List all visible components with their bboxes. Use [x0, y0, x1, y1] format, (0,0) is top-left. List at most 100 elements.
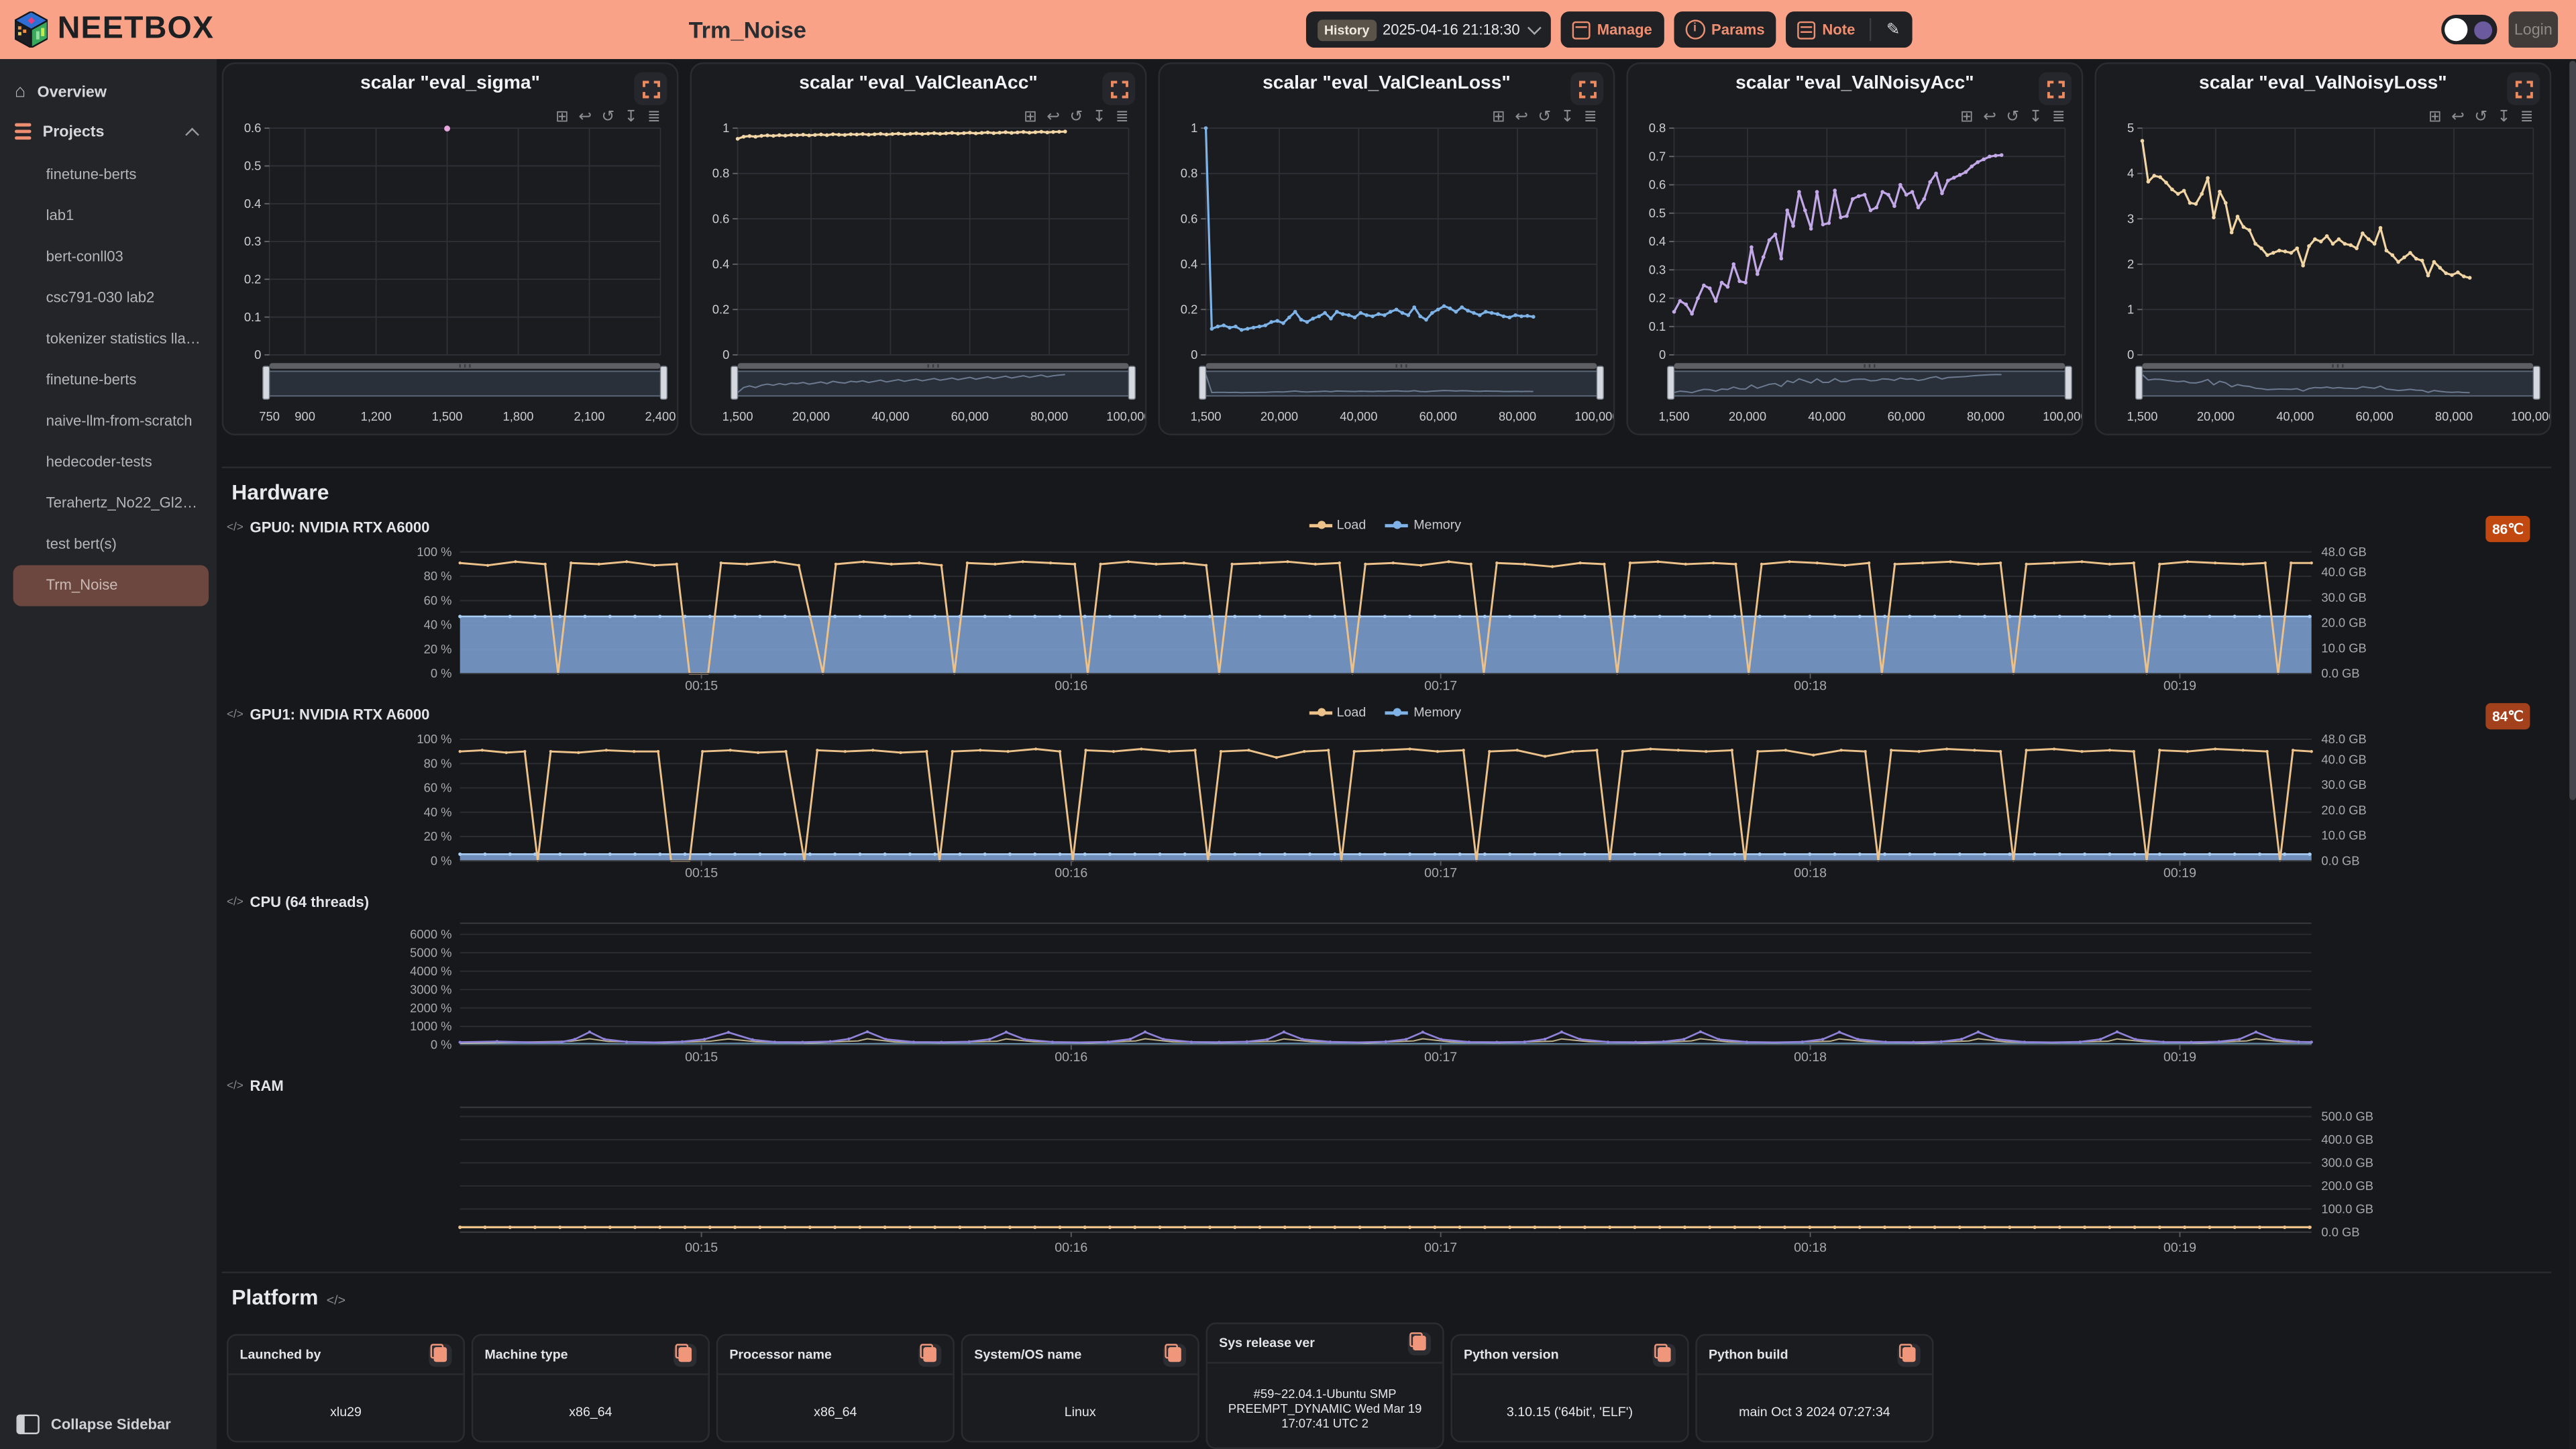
- sidebar-project-item[interactable]: finetune-berts: [46, 166, 137, 182]
- sidebar-project-item[interactable]: tokenizer statistics llama...: [46, 330, 204, 347]
- data-view-icon[interactable]: ≣: [2520, 108, 2534, 127]
- data-view-icon[interactable]: ≣: [647, 108, 661, 127]
- zoom-undo-icon[interactable]: ↩: [1983, 108, 1996, 127]
- zoom-undo-icon[interactable]: ↩: [578, 108, 592, 127]
- chart-toolbox: ⊞ ↩ ↺ ↧ ≣: [2428, 108, 2534, 127]
- restore-icon[interactable]: ↺: [2474, 108, 2487, 127]
- main-content: scalar "eval_sigma" ⊞ ↩ ↺ ↧ ≣ 0 0.1 0.2 0.3 0.4 0.5…: [217, 59, 2576, 1449]
- platform-card-label: Machine type: [484, 1347, 568, 1362]
- brand-logo[interactable]: NEETBOX: [15, 11, 214, 48]
- platform-card-header: System/OS name: [963, 1336, 1198, 1375]
- zoom-box-icon[interactable]: ⊞: [1960, 108, 1974, 127]
- svg-text:1: 1: [1191, 121, 1197, 135]
- note-label: Note: [1822, 21, 1856, 38]
- zoom-undo-icon[interactable]: ↩: [1046, 108, 1060, 127]
- save-image-icon[interactable]: ↧: [624, 108, 638, 127]
- svg-text:0.4: 0.4: [1649, 234, 1666, 248]
- sidebar-project-item[interactable]: naive-llm-from-scratch: [46, 412, 193, 429]
- restore-icon[interactable]: ↺: [1069, 108, 1083, 127]
- copy-button[interactable]: [674, 1343, 697, 1366]
- sidebar-project-item[interactable]: test bert(s): [46, 535, 117, 552]
- hw-label-text: GPU1: NVIDIA RTX A6000: [250, 706, 430, 723]
- hw-chart-cpu[interactable]: 6000 % 5000 % 4000 % 3000 % 2000 % 1000 % 0 % 0…: [217, 920, 2546, 1077]
- fullscreen-button[interactable]: [634, 72, 667, 105]
- svg-text:0.5: 0.5: [244, 158, 262, 172]
- data-view-icon[interactable]: ≣: [1583, 108, 1597, 127]
- history-select[interactable]: History 2025-04-16 21:18:30: [1305, 11, 1552, 48]
- fullscreen-button[interactable]: [2507, 72, 2540, 105]
- zoom-undo-icon[interactable]: ↩: [2451, 108, 2465, 127]
- svg-text:60,000: 60,000: [951, 409, 989, 423]
- copy-button[interactable]: [429, 1343, 452, 1366]
- load-legend-item[interactable]: Load: [1308, 705, 1366, 720]
- sidebar-project-item[interactable]: Trm_Noise: [13, 565, 209, 606]
- fullscreen-button[interactable]: [2039, 72, 2072, 105]
- platform-card-label: Processor name: [729, 1347, 832, 1362]
- chart-canvas-eval_ValCleanAcc[interactable]: 0 0.2 0.4 0.6 0.8 1 1,500 20,000 40,000 60,000 80,…: [692, 109, 1145, 434]
- copy-button[interactable]: [1652, 1343, 1676, 1366]
- chart-canvas-eval_ValNoisyAcc[interactable]: 0 0.1 0.2 0.3 0.4 0.5 0.6 0.7 0.8 1,500 20,000 40,0…: [1628, 109, 2082, 434]
- zoom-box-icon[interactable]: ⊞: [2428, 108, 2442, 127]
- memory-legend-item[interactable]: Memory: [1385, 517, 1461, 532]
- fullscreen-button[interactable]: [1102, 72, 1136, 105]
- platform-card-value: x86_64: [569, 1403, 612, 1419]
- platform-card-value: 3.10.15 ('64bit', 'ELF'): [1506, 1403, 1633, 1419]
- zoom-box-icon[interactable]: ⊞: [1024, 108, 1037, 127]
- data-view-icon[interactable]: ≣: [1115, 108, 1129, 127]
- hw-chart-gpu1[interactable]: 100 % 80 % 60 % 40 % 20 % 0 % 48.0 GB 40.0 GB 30…: [217, 733, 2546, 887]
- copy-button[interactable]: [918, 1343, 942, 1366]
- sidebar-item-projects[interactable]: Projects: [0, 112, 217, 152]
- copy-button[interactable]: [1407, 1331, 1432, 1355]
- svg-text:400.0 GB: 400.0 GB: [2321, 1132, 2373, 1146]
- platform-card-label: Python build: [1708, 1347, 1788, 1362]
- hw-chart-ram[interactable]: 500.0 GB 400.0 GB 300.0 GB 200.0 GB 100.0 GB…: [217, 1101, 2546, 1258]
- sidebar-project-item[interactable]: csc791-030 lab2: [46, 289, 155, 306]
- login-button[interactable]: Login: [2508, 11, 2559, 48]
- hw-chart-gpu0[interactable]: 100 % 80 % 60 % 40 % 20 % 0 % 48.0 GB 40.0 GB 30…: [217, 545, 2546, 700]
- restore-icon[interactable]: ↺: [2006, 108, 2019, 127]
- svg-text:00:19: 00:19: [2163, 679, 2196, 694]
- collapse-label: Collapse Sidebar: [50, 1416, 171, 1433]
- theme-toggle[interactable]: [2441, 15, 2498, 45]
- sidebar-item-overview[interactable]: ⌂ Overview: [0, 72, 217, 112]
- params-button[interactable]: i Params: [1673, 11, 1776, 48]
- edit-pencil-icon[interactable]: ✎: [1886, 20, 1900, 39]
- svg-text:1,500: 1,500: [722, 409, 753, 423]
- note-button[interactable]: Note ✎: [1786, 11, 1912, 48]
- svg-text:10.0 GB: 10.0 GB: [2321, 828, 2366, 843]
- copy-icon: [430, 1344, 447, 1362]
- svg-text:40,000: 40,000: [871, 409, 909, 423]
- save-image-icon[interactable]: ↧: [1560, 108, 1574, 127]
- zoom-undo-icon[interactable]: ↩: [1515, 108, 1528, 127]
- svg-text:100,000: 100,000: [1574, 409, 1613, 423]
- restore-icon[interactable]: ↺: [1538, 108, 1551, 127]
- sidebar-project-item[interactable]: hedecoder-tests: [46, 453, 152, 470]
- save-image-icon[interactable]: ↧: [2029, 108, 2043, 127]
- restore-icon[interactable]: ↺: [601, 108, 615, 127]
- manage-button[interactable]: Manage: [1560, 11, 1664, 48]
- svg-text:20,000: 20,000: [792, 409, 830, 423]
- sidebar-project-item[interactable]: lab1: [46, 207, 74, 224]
- svg-text:0: 0: [254, 347, 261, 362]
- sidebar-project-item[interactable]: finetune-berts: [46, 371, 137, 388]
- save-image-icon[interactable]: ↧: [2497, 108, 2511, 127]
- chart-canvas-eval_ValNoisyLoss[interactable]: 0 1 2 3 4 5 1,500 20,000 40,000 60,000 80,000 100,0…: [2096, 109, 2550, 434]
- collapse-sidebar-button[interactable]: Collapse Sidebar: [16, 1414, 171, 1434]
- data-view-icon[interactable]: ≣: [2051, 108, 2065, 127]
- copy-button[interactable]: [1897, 1343, 1921, 1366]
- svg-text:0.4: 0.4: [1181, 257, 1198, 271]
- memory-legend-item[interactable]: Memory: [1385, 705, 1461, 720]
- load-legend-item[interactable]: Load: [1308, 517, 1366, 532]
- scrollbar[interactable]: [2569, 60, 2576, 1449]
- zoom-box-icon[interactable]: ⊞: [1492, 108, 1505, 127]
- chart-canvas-eval_ValCleanLoss[interactable]: 0 0.2 0.4 0.6 0.8 1 1,500 20,000 40,000 60,000 80,…: [1160, 109, 1613, 434]
- manage-icon: [1572, 20, 1591, 39]
- svg-text:60 %: 60 %: [424, 781, 452, 795]
- sidebar-project-item[interactable]: Terahertz_No22_Gl261_gl...: [46, 494, 204, 511]
- copy-button[interactable]: [1163, 1343, 1187, 1366]
- sidebar-project-item[interactable]: bert-conll03: [46, 248, 123, 265]
- save-image-icon[interactable]: ↧: [1092, 108, 1106, 127]
- zoom-box-icon[interactable]: ⊞: [555, 108, 569, 127]
- chart-canvas-eval_sigma[interactable]: 0 0.1 0.2 0.3 0.4 0.5 0.6 750 900 1,200 1,500 1,800…: [223, 109, 677, 434]
- fullscreen-button[interactable]: [1570, 72, 1604, 105]
